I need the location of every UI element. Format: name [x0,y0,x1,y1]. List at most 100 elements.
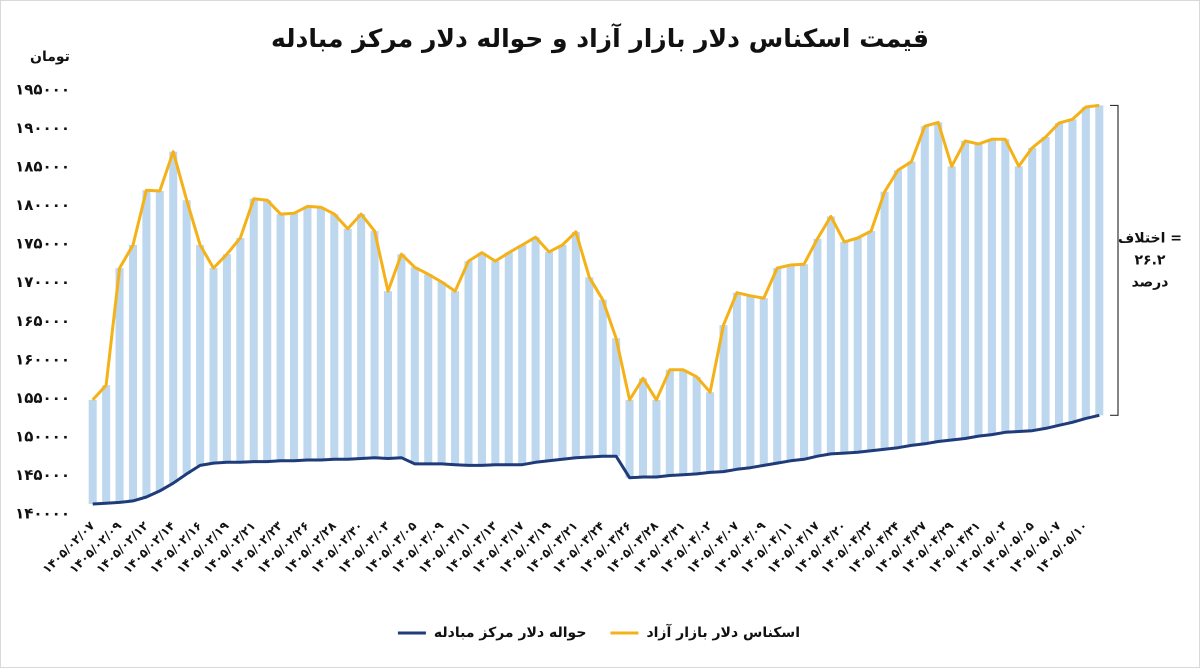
chart-title: قیمت اسکناس دلار بازار آزاد و حواله دلار… [271,23,929,54]
y-tick-label: ۱۶۵۰۰۰ [15,312,70,330]
high-low-bar [209,268,218,464]
high-low-bar [1028,147,1037,431]
series-line [92,413,1100,506]
high-low-bar [719,325,728,472]
high-low-bar [343,228,352,460]
y-tick-label: ۱۷۰۰۰۰ [15,273,70,291]
annotation: ۲۶.۲ [1135,252,1166,268]
y-axis-unit: تومان [30,49,70,65]
high-low-bar [732,292,741,470]
y-tick-label: ۱۵۵۰۰۰ [15,389,70,407]
high-low-bar [692,376,701,474]
high-low-bar [1095,105,1104,416]
high-low-bar [746,295,755,468]
y-tick-label: ۱۸۰۰۰۰ [15,196,70,214]
high-low-bar [115,268,124,503]
high-low-bar [1081,106,1090,419]
high-low-bar [840,241,849,454]
high-low-bar [625,399,634,478]
y-tick-label: ۱۵۰۰۰۰ [15,427,70,445]
high-low-bar [290,213,299,461]
high-low-bar [410,267,419,464]
high-low-bar [880,191,889,450]
high-low-bar [451,291,460,465]
high-low-bar [987,139,996,435]
high-low-bar [853,238,862,453]
high-low-bar [263,200,272,462]
high-low-bar [155,190,164,491]
series-line [91,103,1100,402]
y-tick-label: ۱۹۵۰۰۰ [15,81,70,99]
high-low-bar [397,254,406,458]
high-low-bar [773,268,782,464]
legend-label: حواله دلار مرکز مبادله [434,625,587,641]
high-low-bar [867,231,876,451]
y-tick-label: ۱۶۰۰۰۰ [15,350,70,368]
high-low-bar [531,237,540,463]
high-low-bar [652,399,661,477]
high-low-bar [585,277,594,457]
high-low-bar [142,190,151,498]
high-low-bar [786,264,795,461]
high-low-bar [1014,166,1023,432]
high-low-bar [504,252,513,465]
high-low-bar [679,369,688,475]
high-low-bar [947,166,956,440]
high-low-bar [424,274,433,464]
high-low-bar [907,161,916,446]
high-low-bar [370,231,379,458]
high-low-bar [759,298,768,466]
high-low-bar [1068,119,1077,423]
high-low-bar [1055,123,1064,426]
high-low-bar [1041,137,1050,429]
high-low-bar [706,392,715,473]
high-low-bar [826,216,835,454]
high-low-bar [102,385,111,504]
high-low-bar [545,251,554,461]
high-low-bar [893,170,902,448]
high-low-bar [571,231,580,458]
high-low-bar [491,261,500,465]
high-low-bar [920,126,929,444]
high-low-bar [464,261,473,466]
high-low-bar [598,299,607,457]
y-tick-label: ۱۴۰۰۰۰ [15,505,70,523]
high-low-bar [638,378,647,477]
high-low-bar [222,254,231,463]
y-tick-label: ۱۴۵۰۰۰ [15,466,70,484]
high-low-bar [558,244,567,460]
y-tick-label: ۱۹۰۰۰۰ [15,119,70,137]
high-low-bar [88,399,97,504]
difference-bracket [1110,104,1119,416]
high-low-bar [276,214,285,461]
high-low-bar [236,238,245,463]
high-low-bar [303,206,312,461]
high-low-bar [169,151,178,484]
high-low-bar [182,200,191,474]
high-low-bar [437,281,446,464]
annotation: اختلاف = [1118,230,1182,246]
high-low-bar [316,207,325,461]
high-low-bar [961,140,970,439]
high-low-bar [1001,139,1010,433]
legend-label: اسکناس دلار بازار آزاد [646,623,800,641]
high-low-bar [612,338,621,457]
high-low-bar [800,264,809,460]
y-tick-label: ۱۸۵۰۰۰ [15,158,70,176]
y-tick-label: ۱۷۵۰۰۰ [15,235,70,253]
high-low-bar [128,244,137,501]
high-low-bar [196,244,205,466]
high-low-bar [330,214,339,460]
high-low-bar [477,252,486,466]
high-low-bar [518,244,527,465]
high-low-bar [665,369,674,476]
high-low-bar [934,122,943,442]
high-low-bar [813,238,822,457]
high-low-bar [249,198,258,462]
high-low-bar [383,291,392,459]
high-low-bar [974,143,983,437]
annotation: درصد [1132,274,1169,290]
high-low-bar [357,214,366,459]
